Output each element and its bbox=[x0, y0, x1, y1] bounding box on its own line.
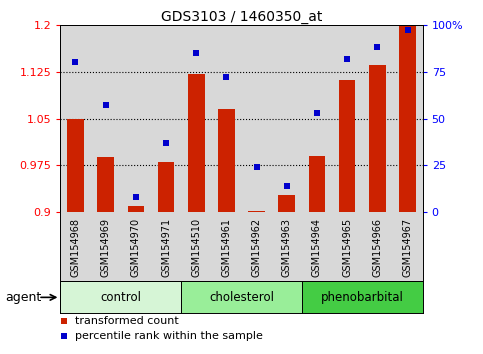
Bar bbox=[60, 281, 181, 313]
Bar bbox=[248, 211, 265, 212]
Text: GSM154961: GSM154961 bbox=[221, 218, 231, 277]
Text: GSM154968: GSM154968 bbox=[71, 218, 81, 277]
Bar bbox=[67, 119, 84, 212]
Text: control: control bbox=[100, 291, 141, 304]
Text: cholesterol: cholesterol bbox=[209, 291, 274, 304]
Text: agent: agent bbox=[5, 291, 41, 304]
Text: GSM154966: GSM154966 bbox=[372, 218, 383, 277]
Text: GSM154965: GSM154965 bbox=[342, 218, 352, 277]
Text: GSM154964: GSM154964 bbox=[312, 218, 322, 277]
Bar bbox=[128, 206, 144, 212]
Bar bbox=[309, 156, 325, 212]
Text: transformed count: transformed count bbox=[75, 316, 179, 326]
Text: GSM154510: GSM154510 bbox=[191, 218, 201, 277]
Text: phenobarbital: phenobarbital bbox=[321, 291, 404, 304]
Bar bbox=[218, 109, 235, 212]
Text: GSM154970: GSM154970 bbox=[131, 218, 141, 277]
Bar bbox=[369, 65, 385, 212]
Bar bbox=[181, 281, 302, 313]
Text: GSM154967: GSM154967 bbox=[402, 218, 412, 277]
Text: GSM154971: GSM154971 bbox=[161, 218, 171, 277]
Title: GDS3103 / 1460350_at: GDS3103 / 1460350_at bbox=[161, 10, 322, 24]
Text: GSM154963: GSM154963 bbox=[282, 218, 292, 277]
Bar bbox=[98, 158, 114, 212]
Text: percentile rank within the sample: percentile rank within the sample bbox=[75, 331, 263, 341]
Bar bbox=[339, 80, 355, 212]
Bar bbox=[279, 195, 295, 212]
Bar bbox=[158, 162, 174, 212]
Bar bbox=[188, 74, 204, 212]
Bar bbox=[399, 26, 416, 212]
Text: GSM154969: GSM154969 bbox=[100, 218, 111, 277]
Bar bbox=[302, 281, 423, 313]
Text: GSM154962: GSM154962 bbox=[252, 218, 262, 277]
